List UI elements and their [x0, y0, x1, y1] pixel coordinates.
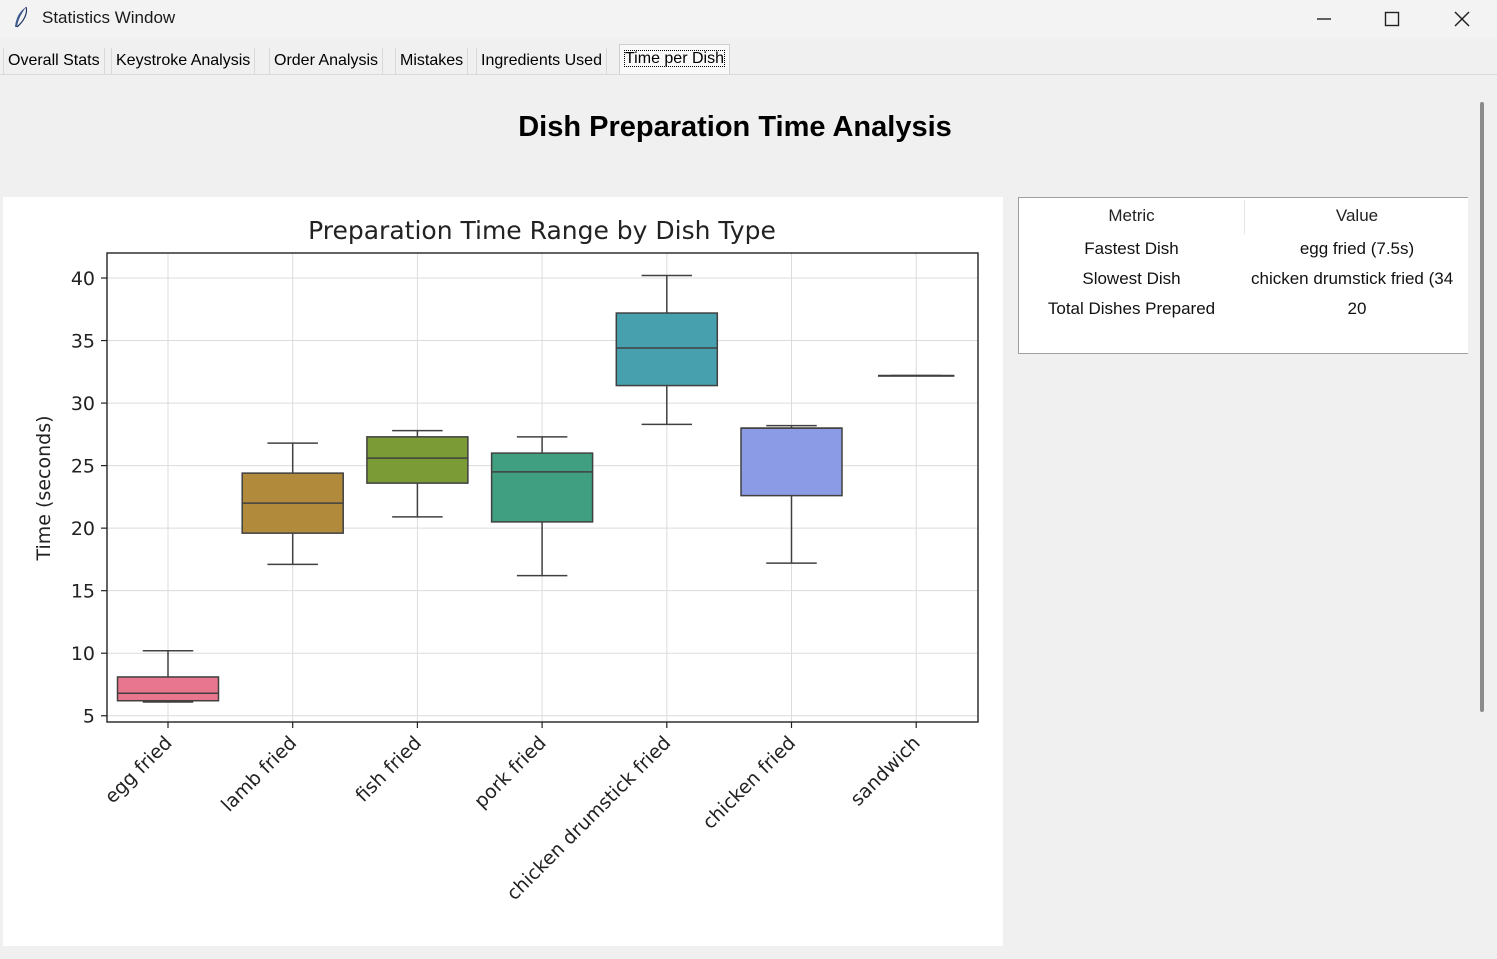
table-cell-metric[interactable]: Slowest Dish: [1082, 269, 1181, 288]
y-tick-label: 10: [71, 643, 95, 665]
table-cell-value[interactable]: egg fried (7.5s): [1299, 239, 1415, 258]
y-tick-label: 15: [71, 581, 95, 603]
x-tick-label: fish fried: [351, 732, 426, 807]
column-header-metric[interactable]: Metric: [1019, 198, 1244, 234]
minimize-icon: [1317, 18, 1331, 20]
y-ticks: 5 10 15 20 25 30 35 40: [71, 268, 107, 728]
table-cell-value[interactable]: 20: [1347, 299, 1367, 318]
window-title: Statistics Window: [42, 8, 176, 27]
tab-label: Mistakes: [400, 52, 464, 69]
y-tick-label: 25: [71, 456, 95, 478]
tab-label: Overall Stats: [8, 52, 100, 69]
y-tick-label: 5: [83, 706, 95, 728]
y-axis-label: Time (seconds): [33, 415, 55, 561]
column-divider[interactable]: [1244, 200, 1245, 234]
stats-table: Metric Value Fastest Dish egg fried (7.5…: [1018, 197, 1468, 354]
x-ticks: egg fried lamb fried fish fried pork fried c…: [101, 722, 925, 905]
tab-order-analysis[interactable]: Order Analysis: [269, 48, 384, 74]
close-icon: [1454, 11, 1470, 27]
tab-label: Keystroke Analysis: [116, 52, 251, 69]
scrollbar-thumb[interactable]: [1480, 102, 1484, 712]
minimize-button[interactable]: [1292, 0, 1356, 38]
tab-label: Ingredients Used: [481, 52, 602, 69]
close-button[interactable]: [1430, 0, 1494, 38]
table-cell-metric[interactable]: Total Dishes Prepared: [1047, 299, 1216, 318]
column-header-value[interactable]: Value: [1245, 198, 1468, 234]
boxes: [116, 274, 955, 703]
x-tick-label: pork fried: [470, 732, 551, 813]
table-cell-value[interactable]: chicken drumstick fried (34: [1251, 269, 1454, 288]
box-pork-fried: [490, 452, 594, 523]
tab-label: Time per Dish: [624, 50, 725, 67]
chart-title: Preparation Time Range by Dish Type: [308, 216, 776, 245]
box-fish-fried: [366, 436, 469, 484]
x-tick-label: chicken fried: [698, 732, 800, 834]
tab-panel-border: [0, 74, 1497, 75]
maximize-button[interactable]: [1360, 0, 1424, 38]
x-tick-label: lamb fried: [217, 732, 301, 816]
y-tick-label: 35: [71, 331, 95, 353]
page-heading: Dish Preparation Time Analysis: [518, 111, 952, 143]
y-tick-label: 40: [71, 268, 95, 290]
maximize-icon: [1384, 11, 1400, 27]
x-tick-label: sandwich: [846, 732, 924, 810]
box-egg-fried: [116, 676, 220, 702]
box-chicken-fried: [740, 427, 843, 497]
box-chicken-drumstick-fried: [615, 312, 719, 387]
y-tick-label: 20: [71, 518, 95, 540]
tab-bar: Overall Stats Keystroke Analysis Order A…: [0, 44, 1497, 76]
table-cell-metric[interactable]: Fastest Dish: [1084, 239, 1179, 258]
tab-time-per-dish[interactable]: Time per Dish: [619, 44, 730, 74]
tab-mistakes[interactable]: Mistakes: [395, 48, 469, 74]
box-plot-chart: 5 10 15 20 25 30 35 40 egg fried lamb fried fish …: [3, 197, 1003, 946]
chart-svg: 5 10 15 20 25 30 35 40 egg fried lamb fried fish …: [33, 216, 979, 905]
tab-label: Order Analysis: [274, 52, 379, 69]
tab-keystroke-analysis[interactable]: Keystroke Analysis: [111, 48, 256, 74]
feather-icon: [15, 6, 28, 28]
vertical-scrollbar[interactable]: [1469, 76, 1497, 959]
title-bar: Statistics Window: [0, 0, 1497, 38]
tab-ingredients-used[interactable]: Ingredients Used: [476, 48, 607, 74]
tab-overall-stats[interactable]: Overall Stats: [3, 48, 105, 74]
y-tick-label: 30: [71, 393, 95, 415]
x-tick-label: egg fried: [101, 732, 177, 808]
